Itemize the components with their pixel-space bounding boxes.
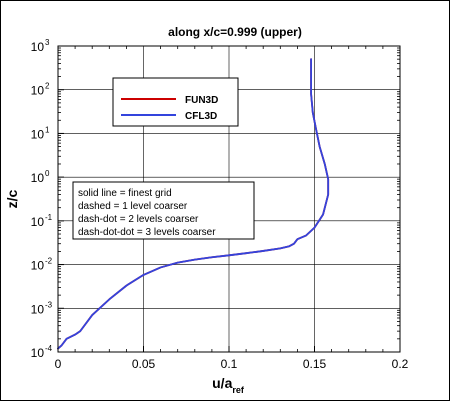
x-axis-label-sub: ref	[232, 385, 245, 395]
y-tick-exponent: -4	[45, 344, 53, 353]
y-tick-exponent: 3	[45, 38, 50, 47]
x-tick-label: 0.15	[303, 357, 327, 371]
x-tick-label: 0	[55, 357, 62, 371]
series-layer	[57, 58, 330, 350]
y-tick-label: 10	[31, 84, 45, 98]
x-tick-label: 0.2	[392, 357, 409, 371]
y-tick-exponent: -2	[45, 257, 53, 266]
annotation-line: dashed = 1 level coarser	[78, 201, 188, 212]
legend: FUN3D CFL3D	[112, 77, 239, 127]
y-tick-exponent: 1	[45, 125, 50, 134]
annotation-frame	[72, 181, 255, 240]
y-tick-label: 10	[31, 346, 45, 360]
x-axis-ticks: 0 0.05 0.1 0.15 0.2	[55, 46, 409, 371]
y-tick-label: 10	[31, 40, 45, 54]
x-tick-label: 0.1	[221, 357, 238, 371]
annotation-line: dash-dot = 2 levels coarser	[78, 214, 199, 225]
x-axis-label-main: u/a	[212, 375, 232, 391]
chart-title: along x/c=0.999 (upper)	[168, 25, 302, 39]
y-tick-exponent: -3	[45, 300, 53, 309]
annotation-box: solid line = finest grid dashed = 1 leve…	[72, 181, 255, 240]
legend-label-cfl3d: CFL3D	[185, 111, 217, 122]
y-tick-label: 10	[31, 302, 45, 316]
series-line-cfl3d	[57, 58, 330, 350]
y-tick-label: 10	[31, 259, 45, 273]
y-tick-exponent: 2	[45, 82, 50, 91]
annotation-line: dash-dot-dot = 3 levels coarser	[78, 227, 216, 238]
legend-box	[112, 77, 239, 127]
legend-label-fun3d: FUN3D	[185, 95, 218, 106]
x-axis-label: u/aref	[212, 375, 245, 395]
y-tick-label: 10	[31, 127, 45, 141]
y-tick-exponent: 0	[45, 169, 50, 178]
y-axis-label: z/c	[4, 189, 20, 208]
x-tick-label: 0.05	[132, 357, 156, 371]
y-tick-label: 10	[31, 215, 45, 229]
y-tick-exponent: -1	[45, 213, 53, 222]
annotation-line: solid line = finest grid	[78, 188, 172, 199]
y-tick-label: 10	[31, 171, 45, 185]
